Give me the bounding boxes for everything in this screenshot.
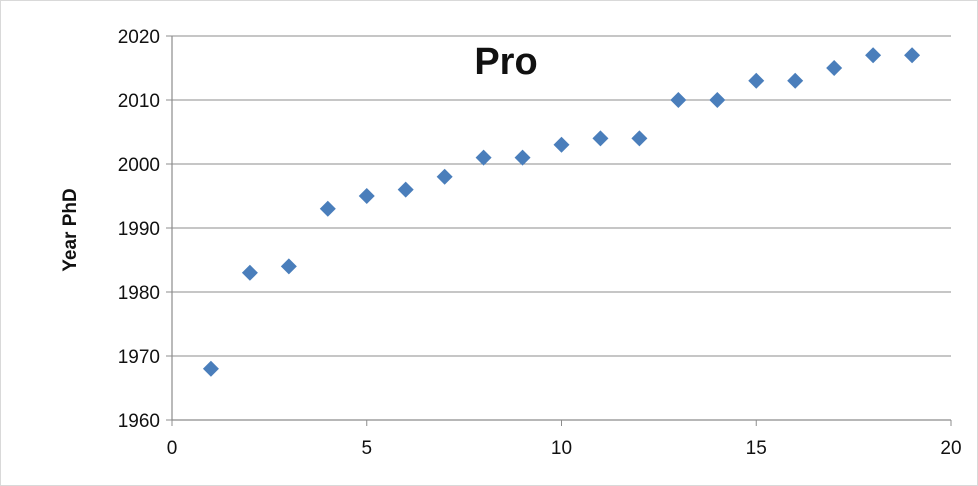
tick-labels: 1960 1970 1980 1990 2000 2010 2020 0 5 10 15 20 bbox=[118, 27, 962, 459]
y-tick-label: 1960 bbox=[118, 411, 160, 432]
data-point bbox=[202, 360, 219, 377]
chart-title: Pro bbox=[474, 41, 537, 83]
y-axis-title: Year PhD bbox=[60, 188, 81, 271]
data-point bbox=[865, 47, 882, 64]
data-point bbox=[904, 47, 921, 64]
data-points bbox=[202, 47, 921, 377]
y-tick-label: 1980 bbox=[118, 283, 160, 304]
data-point bbox=[397, 181, 414, 198]
axes bbox=[166, 35, 952, 426]
data-point bbox=[709, 92, 726, 108]
x-tick-label: 20 bbox=[940, 438, 961, 459]
data-point bbox=[358, 188, 375, 204]
grid-lines bbox=[172, 35, 951, 357]
y-tick-label: 1970 bbox=[118, 347, 160, 368]
data-point bbox=[553, 136, 570, 153]
data-point bbox=[631, 130, 648, 147]
data-point bbox=[787, 72, 804, 89]
data-point bbox=[748, 72, 765, 89]
data-point bbox=[475, 149, 492, 166]
data-point bbox=[670, 92, 687, 108]
y-tick-label: 2020 bbox=[118, 27, 160, 48]
x-tick-label: 10 bbox=[551, 438, 572, 459]
data-point bbox=[826, 60, 843, 76]
data-point bbox=[319, 200, 336, 217]
y-tick-label: 2000 bbox=[118, 155, 160, 176]
data-point bbox=[514, 149, 531, 166]
y-tick-label: 2010 bbox=[118, 91, 160, 112]
data-point bbox=[592, 130, 609, 147]
x-tick-label: 0 bbox=[167, 438, 178, 459]
data-point bbox=[280, 258, 297, 275]
data-point bbox=[436, 168, 453, 185]
x-tick-label: 5 bbox=[361, 438, 372, 459]
data-point bbox=[241, 264, 258, 281]
x-tick-label: 15 bbox=[746, 438, 767, 459]
y-tick-label: 1990 bbox=[118, 219, 160, 240]
